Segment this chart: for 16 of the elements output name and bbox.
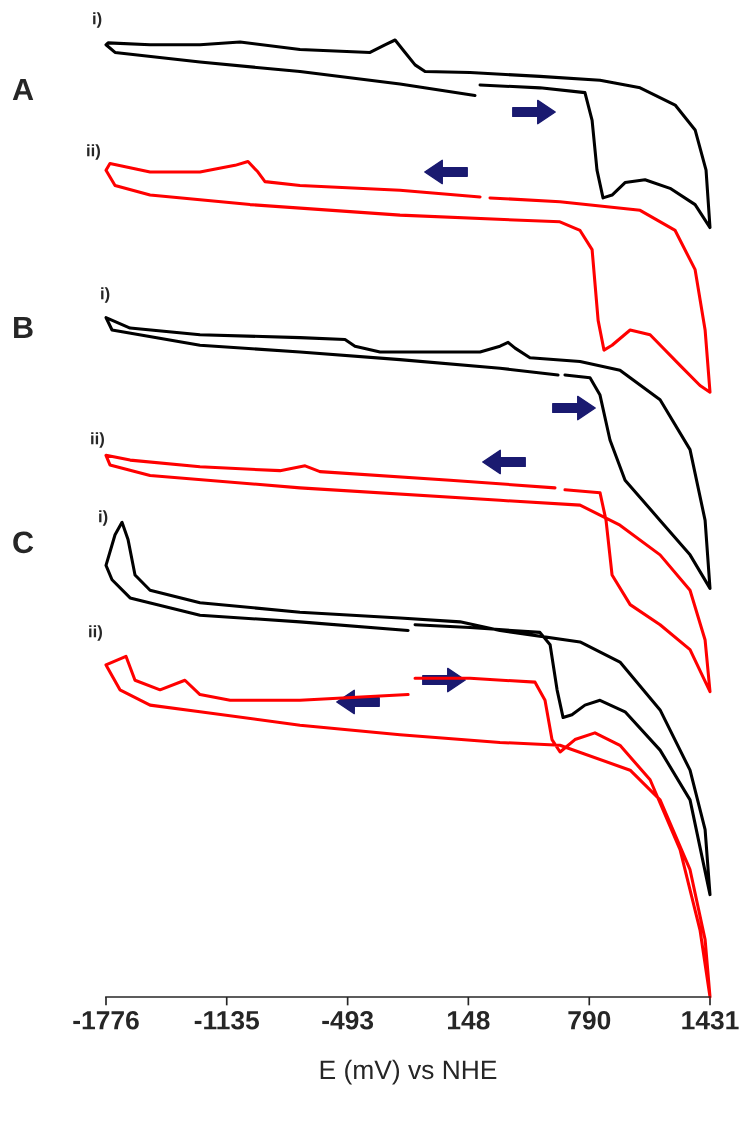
text: A [12, 78, 34, 100]
x-tick-label: 790 [568, 1010, 611, 1030]
x-tick-label: 148 [448, 1010, 490, 1030]
text: B [14, 316, 33, 338]
text: ii) [91, 432, 104, 448]
x-tick-label: -493 [322, 1010, 374, 1030]
x-tick-label: -1135 [194, 1010, 260, 1030]
text: i) [93, 12, 102, 28]
annotation: i) [99, 510, 108, 526]
text: ii) [87, 144, 100, 160]
x-axis-title: E (mV) vs NHE [320, 1059, 497, 1085]
annotation: i) [101, 287, 110, 303]
text: ii) [89, 625, 102, 641]
x-tick-label: 1431 [682, 1010, 739, 1030]
x-tick-label: -1776 [73, 1010, 139, 1030]
text: C [13, 531, 34, 554]
